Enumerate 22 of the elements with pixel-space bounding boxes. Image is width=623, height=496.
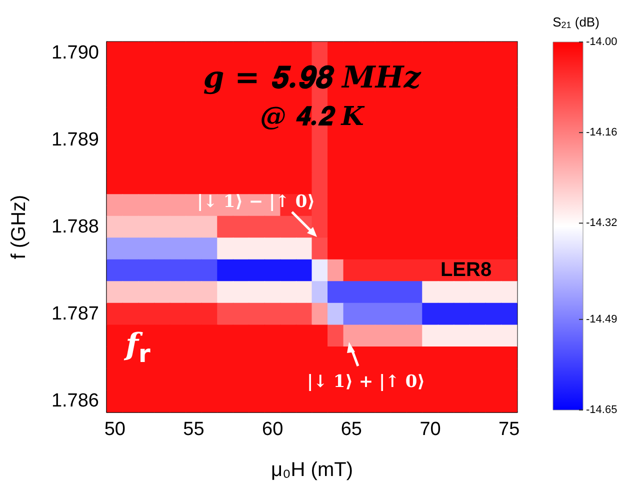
x-tick-label: 65 [340, 419, 362, 440]
annotation: 𝒈 = 𝟓.𝟗𝟖 𝑴𝑯𝒛 [203, 60, 422, 96]
y-axis-title: f (GHz) [8, 194, 30, 260]
y-tick-label: 1.788 [51, 216, 99, 238]
y-tick-label: 1.790 [51, 42, 99, 64]
color-bar-label: -14.16 [586, 126, 618, 139]
annotation: @ 𝟒.𝟐 𝑲 [260, 102, 366, 132]
color-bar-label: -14.65 [586, 404, 618, 416]
annotation: LER8 [440, 259, 492, 281]
x-tick-label: 70 [420, 419, 441, 440]
x-axis-title: μ₀H (mT) [270, 459, 354, 481]
x-tick-label: 55 [183, 419, 204, 440]
x-tick-label: 50 [104, 419, 126, 440]
y-tick-label: 1.787 [51, 304, 99, 325]
color-bar-label: -14.32 [586, 217, 618, 230]
color-bar-label: -14.00 [586, 36, 618, 48]
color-bar-label: -14.49 [586, 313, 618, 326]
annotation: |↓ 𝟏⟩ + |↑ 𝟎⟩ [307, 372, 425, 392]
y-tick-label: 1.786 [51, 390, 99, 412]
y-tick-label: 1.789 [51, 129, 99, 150]
x-tick-label: 75 [498, 419, 520, 440]
x-tick-label: 60 [262, 419, 284, 440]
